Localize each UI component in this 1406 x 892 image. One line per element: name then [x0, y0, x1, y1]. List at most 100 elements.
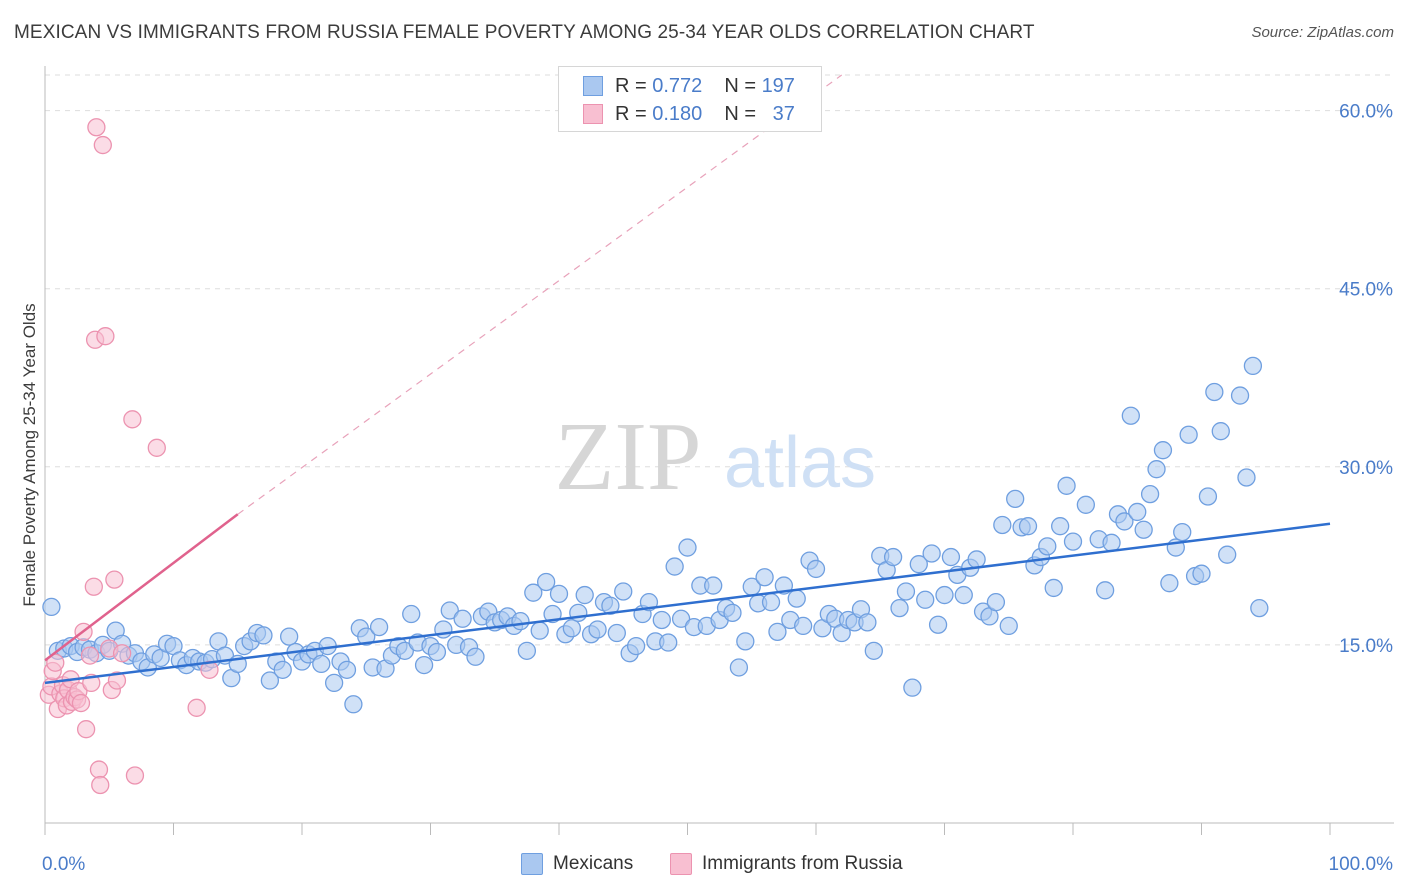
- data-point: [999, 616, 1018, 636]
- series-mexicans: [42, 356, 1269, 714]
- data-point: [260, 671, 280, 690]
- y-tick-label: 15.0%: [1339, 636, 1393, 657]
- data-point: [614, 582, 633, 601]
- data-point: [723, 603, 742, 622]
- data-point: [806, 559, 826, 579]
- data-point: [71, 693, 91, 713]
- data-point: [93, 135, 112, 155]
- tick-labels: 15.0% 30.0% 45.0% 60.0% 0.0% 100.0%: [42, 102, 1393, 875]
- data-point: [1134, 520, 1153, 539]
- data-point: [511, 612, 530, 631]
- data-point: [896, 582, 916, 601]
- data-point: [107, 671, 127, 690]
- data-point: [671, 609, 691, 628]
- data-point: [1044, 578, 1063, 598]
- data-point: [395, 641, 414, 660]
- data-point: [1250, 598, 1269, 618]
- data-point: [537, 572, 556, 592]
- legend-n-label: N =: [724, 74, 756, 97]
- data-point: [89, 760, 109, 779]
- data-point: [254, 626, 273, 645]
- legend-row-mexicans: R = 0.772 N = 197: [583, 73, 795, 99]
- data-point: [1095, 581, 1115, 600]
- data-point: [922, 544, 941, 563]
- legend-row-russia: R = 0.180 N = 37: [583, 101, 795, 127]
- data-point: [864, 641, 883, 660]
- watermark-zip: ZIP: [555, 403, 702, 511]
- data-point: [626, 636, 646, 656]
- data-point: [96, 327, 115, 346]
- data-point: [562, 619, 581, 638]
- axes: [44, 66, 1394, 835]
- data-points: [39, 118, 1269, 795]
- data-point: [312, 654, 331, 674]
- data-point: [357, 627, 376, 646]
- data-point: [729, 658, 749, 677]
- data-point: [993, 515, 1012, 535]
- stats-legend: R = 0.772 N = 197 R = 0.180 N = 37: [558, 66, 822, 132]
- bottom-legend-label: Mexicans: [553, 853, 634, 874]
- data-point: [1211, 422, 1230, 441]
- trend-lines: [44, 74, 1331, 685]
- data-point: [123, 410, 142, 429]
- trend-line-mexicans: [44, 522, 1331, 685]
- legend-swatch-pink: [583, 104, 603, 124]
- data-point: [704, 576, 723, 595]
- data-point: [279, 627, 299, 646]
- data-point: [954, 585, 973, 605]
- data-point: [678, 538, 697, 557]
- data-point: [890, 598, 909, 618]
- data-point: [1147, 460, 1166, 479]
- data-point: [105, 570, 124, 589]
- data-point: [1018, 517, 1038, 536]
- data-point: [1153, 441, 1173, 460]
- data-point: [659, 633, 678, 652]
- y-tick-label: 60.0%: [1339, 102, 1393, 123]
- data-point: [112, 644, 132, 663]
- x-tick-label: 0.0%: [42, 854, 85, 875]
- x-tick-label: 100.0%: [1329, 854, 1394, 875]
- data-point: [1076, 495, 1095, 514]
- data-point: [794, 616, 813, 636]
- bottom-swatch-pink: [670, 853, 692, 875]
- trend-line-russia: [44, 513, 239, 662]
- data-point: [909, 555, 928, 574]
- data-point: [768, 622, 787, 641]
- data-point: [601, 596, 620, 615]
- legend-r-label: R =: [615, 74, 647, 97]
- bottom-swatch-blue: [521, 853, 543, 875]
- data-point: [76, 720, 96, 739]
- bottom-legend-mexicans: Mexicans: [521, 851, 633, 877]
- data-point: [652, 610, 671, 630]
- data-point: [80, 646, 100, 665]
- watermark: ZIP atlas: [555, 403, 877, 511]
- data-point: [402, 604, 421, 624]
- data-point: [755, 568, 774, 587]
- bottom-legend-russia: Immigrants from Russia: [670, 851, 903, 877]
- data-point: [440, 601, 459, 620]
- data-point: [1121, 406, 1140, 425]
- data-point: [549, 584, 569, 604]
- data-point: [1230, 386, 1250, 405]
- data-point: [91, 775, 110, 795]
- data-point: [87, 118, 106, 137]
- data-point: [1140, 484, 1160, 504]
- data-point: [1243, 356, 1263, 376]
- data-point: [530, 621, 549, 640]
- data-point: [427, 642, 447, 662]
- data-point: [84, 577, 103, 596]
- gridlines: [45, 74, 1394, 646]
- data-point: [858, 613, 877, 632]
- data-point: [369, 617, 389, 637]
- data-point: [967, 550, 986, 569]
- legend-n-value: 197: [761, 74, 795, 97]
- bottom-legend-label: Immigrants from Russia: [702, 853, 903, 874]
- legend-r-value: 0.180: [652, 102, 703, 125]
- data-point: [1051, 517, 1070, 536]
- data-point: [1192, 564, 1211, 583]
- data-point: [588, 620, 607, 639]
- data-point: [524, 583, 543, 602]
- data-point: [517, 641, 537, 660]
- data-point: [736, 632, 755, 651]
